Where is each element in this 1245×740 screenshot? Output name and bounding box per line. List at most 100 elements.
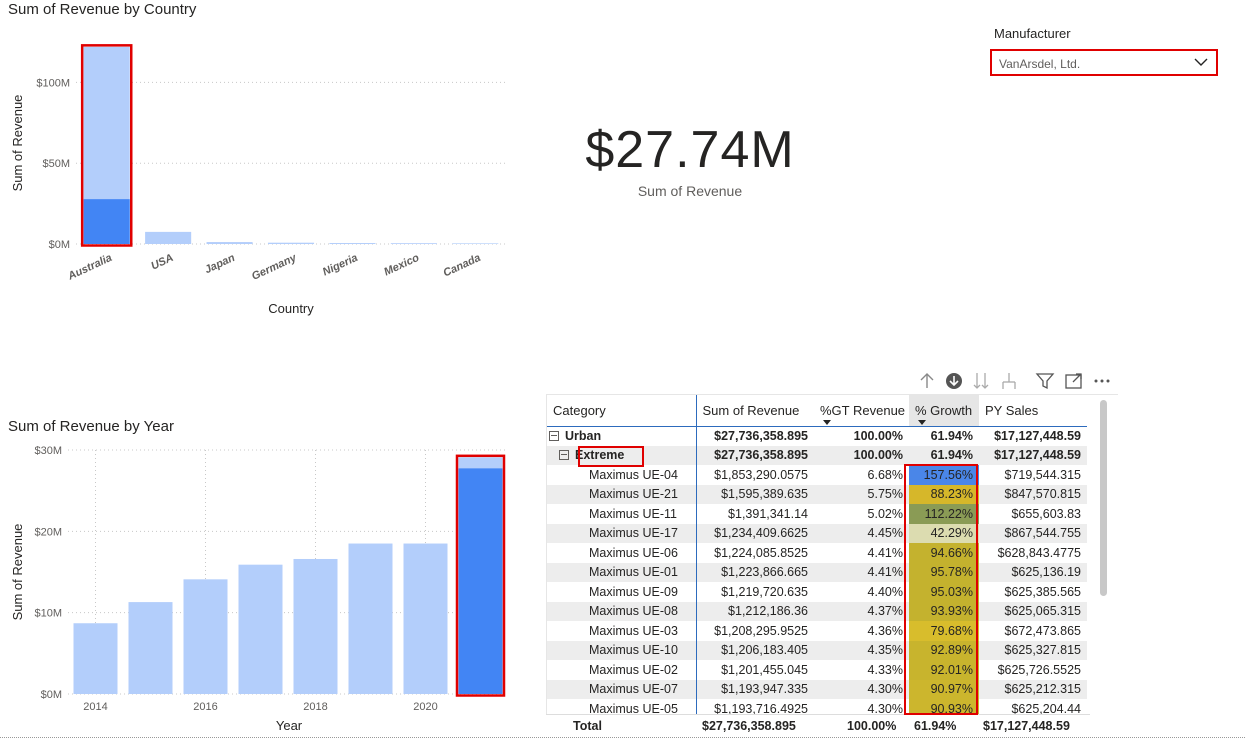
header-sum-of-revenue[interactable]: Sum of Revenue [696, 395, 814, 427]
bar-2020[interactable] [403, 543, 448, 694]
bar-highlight-2021[interactable] [458, 468, 503, 694]
row-revenue-text: $1,223,866.665 [721, 565, 808, 580]
row-category-text: Maximus UE-17 [589, 526, 678, 541]
row-gt-revenue: 4.41% [814, 543, 909, 563]
bar-Germany[interactable] [267, 242, 315, 244]
x-tick-label: Canada [441, 252, 482, 280]
row-category-text: Maximus UE-04 [589, 467, 678, 482]
table-row[interactable]: Maximus UE-05 $1,193,716.4925 4.30% 90.93% $… [547, 699, 1087, 719]
matrix-scrollbar[interactable] [1100, 400, 1107, 596]
row-py-sales-text: $625,136.19 [1011, 565, 1081, 580]
row-revenue: $1,853,290.0575 [696, 465, 814, 485]
row-revenue-text: $1,595,389.635 [721, 487, 808, 502]
header-gt-revenue[interactable]: %GT Revenue [814, 395, 909, 427]
table-row[interactable]: Maximus UE-09 $1,219,720.635 4.40% 95.03% $6… [547, 582, 1087, 602]
row-growth: 90.97% [909, 679, 979, 699]
table-row[interactable]: Maximus UE-10 $1,206,183.405 4.35% 92.89% $6… [547, 640, 1087, 660]
row-growth: 88.23% [909, 484, 979, 504]
drill-down-circle-icon[interactable] [943, 370, 965, 392]
row-revenue-text: $1,193,716.4925 [714, 701, 808, 716]
row-category-text: Maximus UE-06 [589, 545, 678, 560]
collapse-icon[interactable] [549, 431, 559, 441]
expand-hierarchy-icon[interactable] [998, 370, 1020, 392]
row-revenue-text: $1,853,290.0575 [714, 467, 808, 482]
table-row[interactable]: Maximus UE-02 $1,201,455.045 4.33% 92.01% $6… [547, 660, 1087, 680]
bar-2018[interactable] [293, 558, 338, 694]
header-category[interactable]: Category [547, 395, 697, 427]
collapse-icon[interactable] [559, 450, 569, 461]
header-gt-revenue-label: %GT Revenue [820, 402, 906, 418]
row-growth-text: 112.22% [924, 506, 973, 521]
row-gt-revenue: 4.37% [814, 601, 909, 621]
row-category: Maximus UE-04 [547, 465, 697, 485]
row-gt-revenue-text: 5.02% [867, 506, 903, 521]
row-py-sales-text: $625,385.565 [1004, 584, 1081, 599]
slicer-selected-value: VanArsdel, Ltd. [999, 57, 1081, 71]
matrix-total-row: Total $27,736,358.895 100.00% 61.94% $17… [546, 714, 1090, 740]
bar-2016[interactable] [183, 579, 228, 694]
header-py-sales[interactable]: PY Sales [979, 395, 1087, 427]
table-row[interactable]: Maximus UE-04 $1,853,290.0575 6.68% 157.56%… [547, 465, 1087, 485]
bar-Mexico[interactable] [390, 243, 437, 244]
row-category: Maximus UE-07 [547, 679, 697, 699]
table-row[interactable]: Maximus UE-21 $1,595,389.635 5.75% 88.23% $8… [547, 484, 1087, 504]
table-row[interactable]: Urban $27,736,358.895 100.00% 61.94% $17,127… [547, 426, 1087, 446]
x-tick-label: 2014 [83, 701, 107, 713]
row-growth-text: 88.23% [930, 487, 973, 502]
table-row[interactable]: Maximus UE-07 $1,193,947.335 4.30% 90.97% $6… [547, 679, 1087, 699]
row-gt-revenue-text: 5.75% [867, 487, 903, 502]
row-category: Maximus UE-09 [547, 582, 697, 602]
header-growth[interactable]: % Growth [909, 395, 979, 427]
bar-Canada[interactable] [452, 243, 499, 244]
bar-USA[interactable] [145, 231, 192, 244]
table-row[interactable]: Maximus UE-01 $1,223,866.665 4.41% 95.78% $6… [547, 562, 1087, 582]
table-row[interactable]: Maximus UE-17 $1,234,409.6625 4.45% 42.29% $… [547, 523, 1087, 543]
total-gt: 100.00% [847, 719, 897, 733]
table-row[interactable]: Maximus UE-11 $1,391,341.14 5.02% 112.22% $6… [547, 504, 1087, 524]
row-revenue-text: $1,208,295.9525 [714, 623, 808, 638]
table-row[interactable]: Maximus UE-03 $1,208,295.9525 4.36% 79.68% $… [547, 621, 1087, 641]
filter-icon[interactable] [1034, 370, 1056, 392]
manufacturer-slicer[interactable]: Manufacturer VanArsdel, Ltd. [990, 24, 1220, 80]
row-py-sales: $625,204.44 [979, 699, 1087, 719]
row-growth: 61.94% [909, 445, 979, 465]
row-growth-text: 61.94% [930, 429, 973, 443]
bar-2014[interactable] [73, 623, 118, 694]
more-options-icon[interactable] [1091, 370, 1113, 392]
focus-mode-icon[interactable] [1063, 370, 1085, 392]
table-row[interactable]: Maximus UE-08 $1,212,186.36 4.37% 93.93% $62… [547, 601, 1087, 621]
row-py-sales-text: $655,603.83 [1011, 506, 1081, 521]
y-tick-label: $20M [34, 526, 62, 538]
row-gt-revenue-text: 4.36% [867, 623, 903, 638]
year-revenue-chart[interactable]: $0M $10M $20M $30M 2014 2016 2018 2020 Year Sum o… [0, 410, 520, 740]
row-revenue: $27,736,358.895 [696, 445, 814, 465]
row-revenue-text: $27,736,358.895 [714, 448, 808, 463]
table-row[interactable]: Extreme $27,736,358.895 100.00% 61.94% $17,1… [547, 445, 1087, 465]
year-chart-canvas[interactable]: $0M $10M $20M $30M 2014 2016 2018 2020 Year Sum o… [0, 410, 520, 740]
bar-Nigeria[interactable] [329, 243, 376, 244]
category-matrix[interactable]: Category Sum of Revenue %GT Revenue % Gr… [546, 394, 1118, 740]
x-axis-title: Year [276, 718, 303, 733]
row-growth-text: 90.93% [930, 701, 973, 716]
row-py-sales-text: $625,327.815 [1004, 643, 1081, 658]
manufacturer-dropdown[interactable]: VanArsdel, Ltd. [990, 49, 1218, 76]
country-chart-canvas[interactable]: $0M $50M $100M Australia USA Japan Germany Nige… [0, 0, 520, 330]
row-growth: 93.93% [909, 601, 979, 621]
x-tick-label: USA [149, 252, 175, 273]
row-growth-text: 92.89% [930, 643, 973, 658]
bar-highlight-Australia[interactable] [83, 199, 130, 244]
chevron-down-icon[interactable] [1192, 54, 1210, 70]
bar-2015[interactable] [128, 602, 173, 694]
row-gt-revenue-text: 4.41% [867, 565, 903, 580]
row-category: Extreme [547, 445, 697, 465]
bar-2019[interactable] [348, 543, 393, 694]
bar-Japan[interactable] [206, 242, 253, 244]
double-arrow-down-icon[interactable] [970, 370, 992, 392]
row-gt-revenue: 4.35% [814, 640, 909, 660]
country-revenue-chart[interactable]: $0M $50M $100M Australia USA Japan Germany Nige… [0, 0, 520, 330]
row-growth: 92.89% [909, 640, 979, 660]
row-growth-text: 157.56% [923, 467, 973, 482]
table-row[interactable]: Maximus UE-06 $1,224,085.8525 4.41% 94.66% $… [547, 543, 1087, 563]
arrow-up-icon[interactable] [916, 370, 938, 392]
bar-2017[interactable] [238, 564, 283, 694]
